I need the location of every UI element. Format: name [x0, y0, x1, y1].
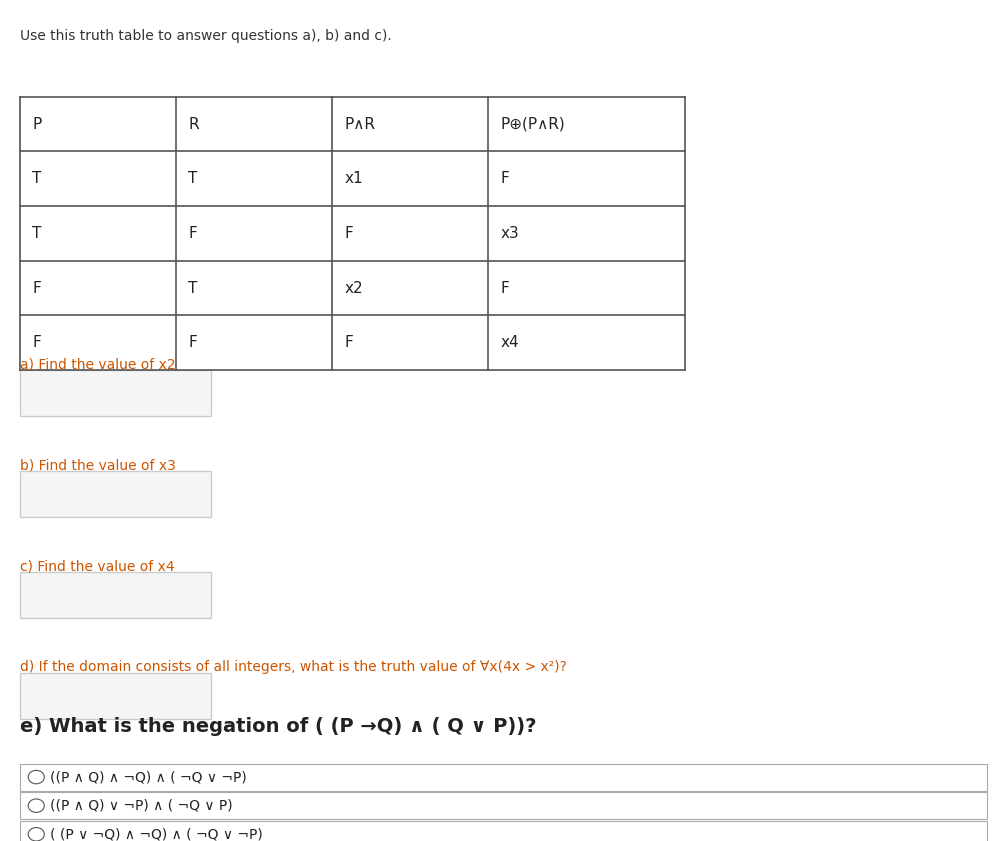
Text: F: F [188, 336, 197, 350]
FancyBboxPatch shape [20, 821, 987, 841]
Text: R: R [188, 117, 199, 131]
Text: c) Find the value of x4: c) Find the value of x4 [20, 559, 175, 574]
Text: F: F [32, 336, 41, 350]
Text: Use this truth table to answer questions a), b) and c).: Use this truth table to answer questions… [20, 29, 392, 44]
FancyBboxPatch shape [20, 572, 211, 618]
Text: x4: x4 [500, 336, 519, 350]
Text: b) Find the value of x3: b) Find the value of x3 [20, 458, 176, 473]
Text: F: F [344, 336, 353, 350]
Text: F: F [32, 281, 41, 295]
Text: x1: x1 [344, 172, 363, 186]
Text: e) What is the negation of ( (P →Q) ∧ ( Q ∨ P))?: e) What is the negation of ( (P →Q) ∧ ( … [20, 717, 537, 736]
Text: x3: x3 [500, 226, 520, 241]
Text: P∧R: P∧R [344, 117, 376, 131]
Text: T: T [188, 172, 197, 186]
Text: T: T [32, 172, 41, 186]
Text: d) If the domain consists of all integers, what is the truth value of ∀x(4x > x²: d) If the domain consists of all integer… [20, 660, 567, 674]
FancyBboxPatch shape [20, 673, 211, 719]
Text: ( (P ∨ ¬Q) ∧ ¬Q) ∧ ( ¬Q ∨ ¬P): ( (P ∨ ¬Q) ∧ ¬Q) ∧ ( ¬Q ∨ ¬P) [50, 828, 263, 841]
Text: F: F [500, 172, 510, 186]
Text: F: F [188, 226, 197, 241]
Text: x2: x2 [344, 281, 363, 295]
Text: P: P [32, 117, 41, 131]
Text: F: F [344, 226, 353, 241]
Text: a) Find the value of x2: a) Find the value of x2 [20, 357, 176, 372]
Text: ((P ∧ Q) ∨ ¬P) ∧ ( ¬Q ∨ P): ((P ∧ Q) ∨ ¬P) ∧ ( ¬Q ∨ P) [50, 799, 233, 812]
Text: P⊕(P∧R): P⊕(P∧R) [500, 117, 565, 131]
Text: F: F [500, 281, 510, 295]
Text: T: T [188, 281, 197, 295]
FancyBboxPatch shape [20, 764, 987, 791]
Text: T: T [32, 226, 41, 241]
FancyBboxPatch shape [20, 370, 211, 416]
Text: ((P ∧ Q) ∧ ¬Q) ∧ ( ¬Q ∨ ¬P): ((P ∧ Q) ∧ ¬Q) ∧ ( ¬Q ∨ ¬P) [50, 770, 247, 784]
FancyBboxPatch shape [20, 471, 211, 517]
FancyBboxPatch shape [20, 792, 987, 819]
